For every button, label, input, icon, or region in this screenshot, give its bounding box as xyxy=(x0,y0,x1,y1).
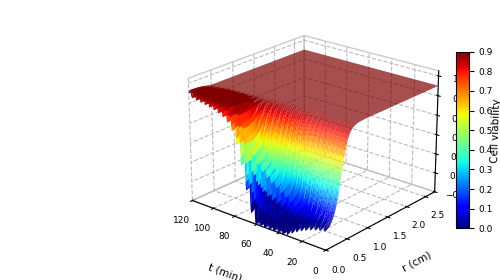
X-axis label: t (min): t (min) xyxy=(206,262,243,280)
Y-axis label: r (cm): r (cm) xyxy=(401,250,434,274)
